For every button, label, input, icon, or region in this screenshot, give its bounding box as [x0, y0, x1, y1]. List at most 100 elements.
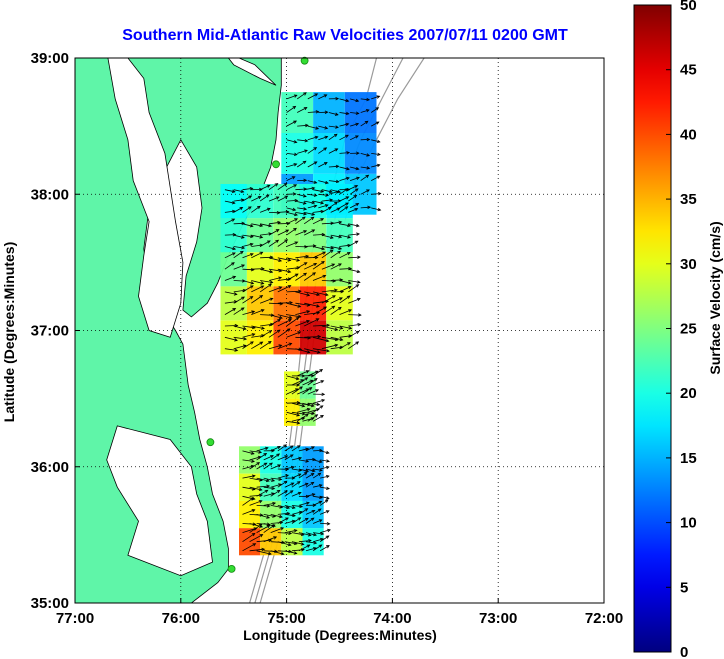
- velocity-arrow: [242, 280, 254, 284]
- velocity-arrow: [298, 517, 309, 524]
- velocity-arrow: [277, 183, 287, 191]
- velocity-arrow: [318, 125, 328, 129]
- velocity-arrow: [286, 153, 297, 155]
- velocity-arrow: [339, 244, 351, 247]
- velocity-arrowhead: [232, 252, 236, 256]
- colorbar: [633, 4, 672, 653]
- velocity-arrowhead: [376, 175, 381, 179]
- velocity-arrowhead: [356, 232, 360, 236]
- velocity-arrowhead: [280, 527, 285, 531]
- velocity-arrowhead: [259, 187, 263, 192]
- velocity-arrow: [328, 148, 338, 154]
- velocity-arrow: [251, 244, 263, 247]
- velocity-arrowhead: [325, 510, 330, 514]
- velocity-arrowhead: [364, 120, 369, 125]
- velocity-arrow: [242, 509, 255, 515]
- velocity-arrowhead: [297, 491, 302, 496]
- velocity-arrowhead: [284, 455, 289, 459]
- velocity-arrow: [330, 297, 343, 304]
- velocity-arrow: [263, 524, 275, 533]
- velocity-arrowhead: [326, 459, 330, 463]
- velocity-arrow: [270, 477, 282, 480]
- velocity-arrow: [277, 343, 292, 350]
- velocity-arrow: [330, 325, 343, 329]
- velocity-arrowhead: [319, 448, 323, 453]
- colorbar-tick-label: 30: [680, 256, 697, 273]
- velocity-arrow: [270, 527, 284, 533]
- velocity-arrowhead: [294, 273, 299, 277]
- velocity-arrow: [312, 306, 327, 315]
- velocity-arrow: [291, 402, 305, 407]
- velocity-arrowhead: [297, 331, 302, 335]
- velocity-arrow: [286, 420, 300, 424]
- velocity-arrow: [277, 257, 291, 261]
- velocity-arrow: [312, 519, 322, 524]
- velocity-arrow: [321, 246, 334, 249]
- velocity-arrow: [307, 402, 320, 406]
- velocity-arrowhead: [266, 504, 271, 508]
- velocity-arrowhead: [303, 107, 308, 111]
- velocity-arrow: [348, 195, 357, 202]
- y-axis-ticks: 35:00 36:00 37:00 38:00 39:00: [31, 50, 80, 612]
- velocity-arrowhead: [278, 477, 283, 481]
- velocity-arrow: [286, 241, 298, 247]
- velocity-arrow: [305, 459, 316, 461]
- velocity-arrow: [312, 380, 324, 386]
- velocity-arrow: [313, 450, 323, 452]
- velocity-arrowhead: [266, 484, 271, 488]
- velocity-arrow: [298, 532, 311, 536]
- velocity-arrow: [263, 462, 273, 470]
- velocity-arrowhead: [301, 412, 306, 416]
- velocity-arrow: [320, 466, 329, 470]
- velocity-arrowhead: [275, 229, 280, 233]
- velocity-arrowhead: [304, 138, 309, 143]
- velocity-arrow: [339, 325, 352, 329]
- velocity-arrow: [320, 475, 329, 479]
- velocity-arrowhead: [355, 330, 360, 335]
- velocity-arrowhead: [296, 383, 301, 387]
- velocity-arrowhead: [252, 543, 257, 547]
- velocity-arrowhead: [314, 370, 319, 374]
- velocity-arrowhead: [303, 92, 307, 96]
- velocity-arrow: [284, 520, 296, 524]
- velocity-arrow: [360, 98, 370, 101]
- velocity-arrow: [224, 291, 237, 295]
- velocity-arrow: [339, 177, 350, 181]
- velocity-arrowhead: [305, 254, 310, 259]
- velocity-arrowhead: [356, 151, 360, 155]
- velocity-arrow: [242, 486, 255, 490]
- velocity-arrow: [260, 256, 273, 259]
- velocity-arrow: [233, 307, 245, 315]
- velocity-arrow: [251, 251, 263, 259]
- colorbar-tick-label: 50: [680, 0, 697, 14]
- velocity-arrow: [233, 189, 244, 193]
- velocity-arrowhead: [231, 218, 236, 222]
- velocity-arrowhead: [259, 513, 264, 517]
- velocity-arrow: [318, 180, 329, 184]
- radar-stations: [206, 56, 309, 573]
- velocity-arrowhead: [266, 184, 271, 188]
- chart-title: Southern Mid-Atlantic Raw Velocities 200…: [122, 27, 568, 44]
- velocity-arrowhead: [347, 235, 351, 239]
- velocity-arrow: [263, 477, 275, 482]
- velocity-arrow: [295, 230, 307, 236]
- velocity-arrowhead: [256, 462, 261, 466]
- velocity-arrowhead: [320, 189, 325, 193]
- velocity-arrow: [277, 505, 290, 509]
- colorbar-tick-label: 20: [680, 385, 697, 402]
- velocity-arrowhead: [283, 444, 288, 448]
- velocity-arrow: [268, 277, 282, 281]
- velocity-arrowhead: [353, 194, 358, 199]
- velocity-arrow: [296, 92, 307, 100]
- velocity-arrow: [298, 448, 309, 452]
- velocity-arrow: [242, 188, 253, 191]
- velocity-arrow: [305, 468, 315, 472]
- velocity-arrow: [348, 256, 361, 259]
- velocity-arrow: [302, 387, 312, 395]
- velocity-arrowhead: [305, 413, 309, 417]
- velocity-arrow: [295, 310, 310, 315]
- velocity-arrowhead: [261, 547, 266, 552]
- velocity-arrowhead: [266, 515, 271, 519]
- velocity-arrow: [339, 280, 351, 284]
- velocity-arrow: [233, 222, 245, 225]
